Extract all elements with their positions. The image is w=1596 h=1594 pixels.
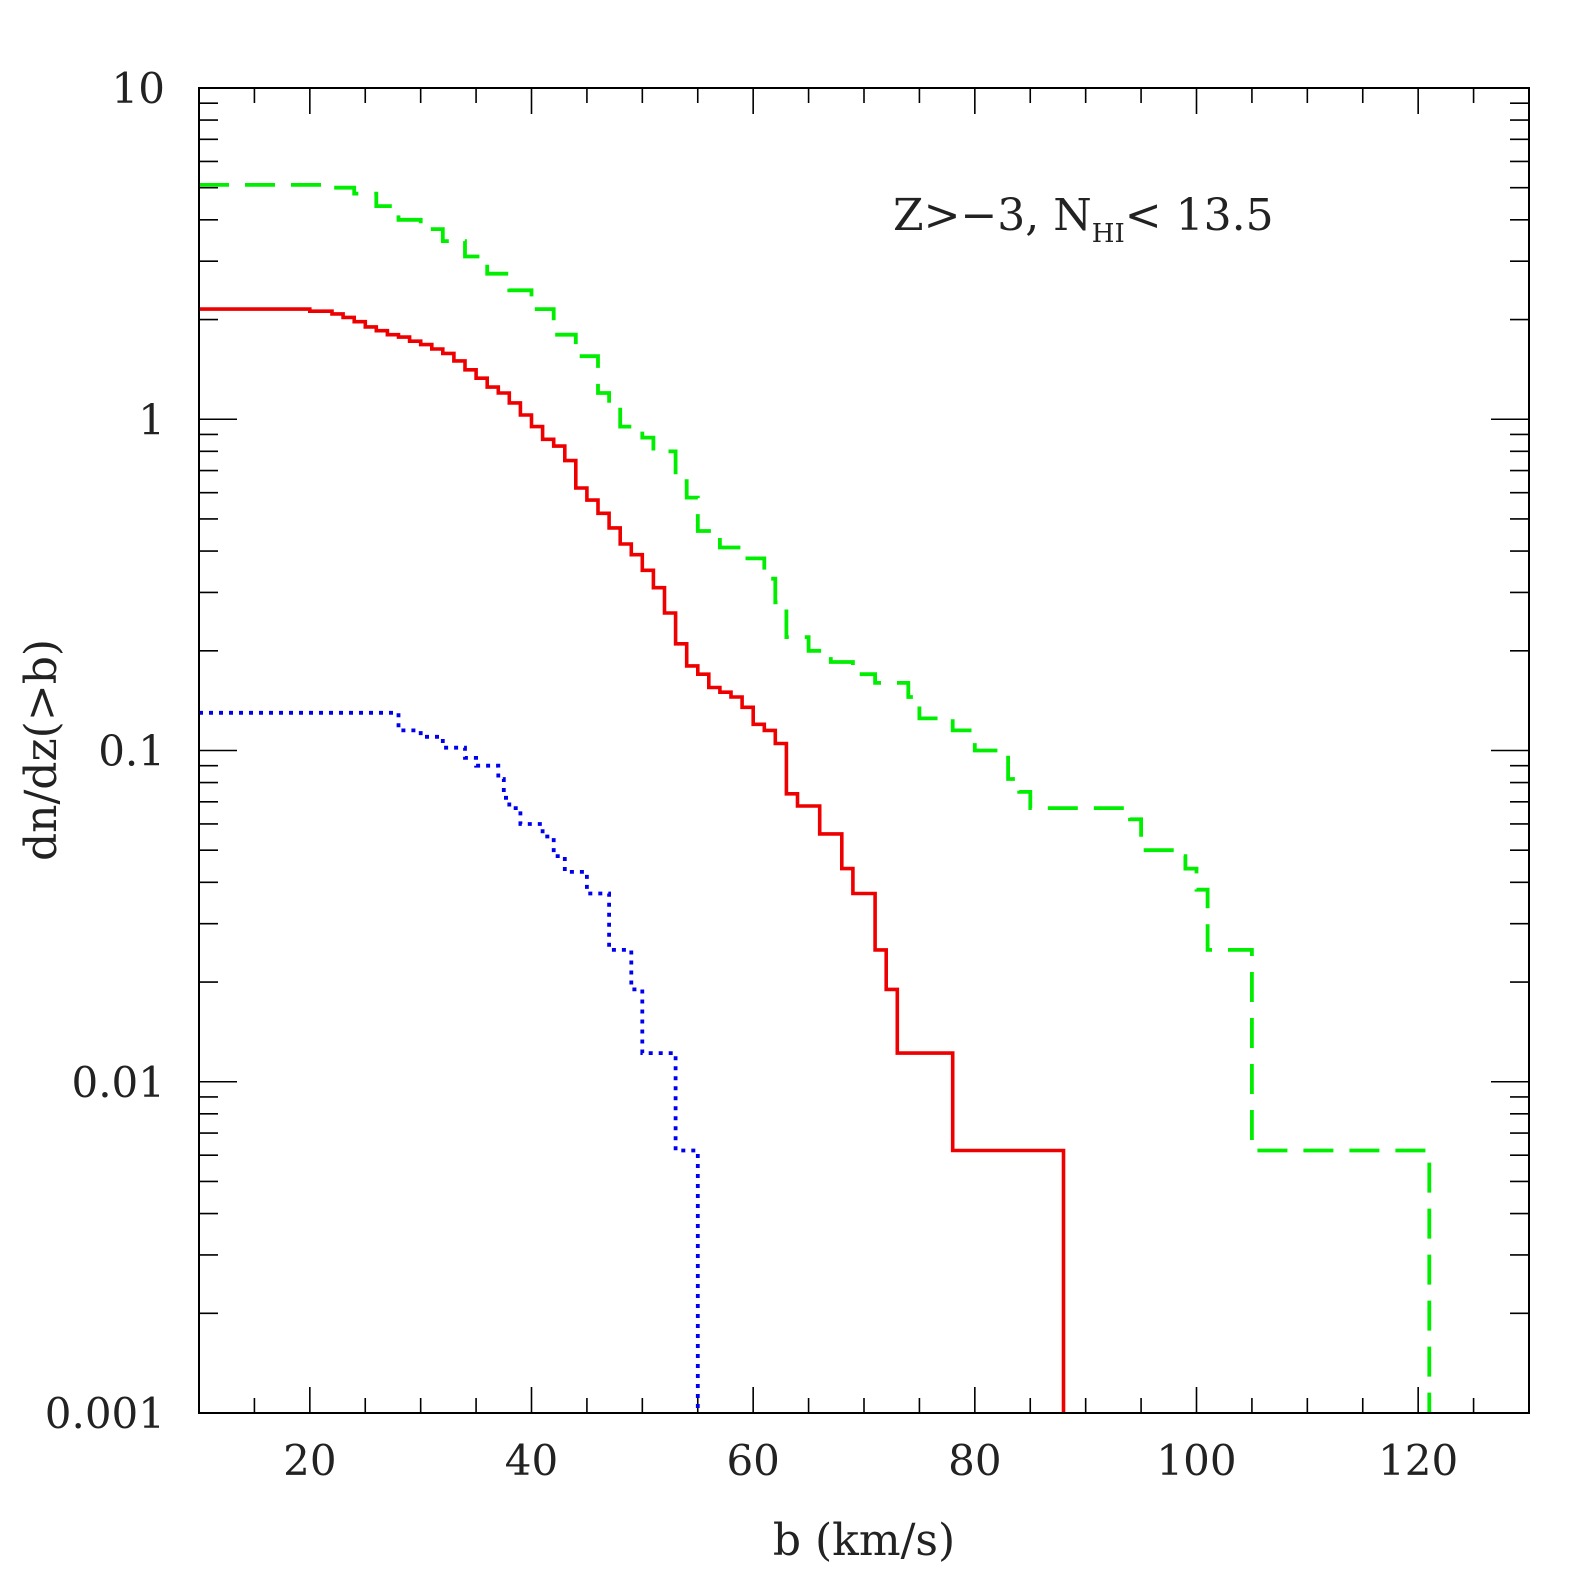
series-line-dotted (199, 710, 700, 1413)
annotation: Z>−3, NHI< 13.5 (893, 190, 1274, 249)
x-axis-title: b (km/s) (773, 1515, 955, 1566)
annotation-subscript: HI (1092, 219, 1125, 249)
y-tick-label: 0.001 (45, 1389, 165, 1438)
x-tick-label: 60 (726, 1436, 779, 1485)
annotation-main: Z>−3, N (893, 190, 1092, 241)
x-tick-label: 20 (283, 1436, 336, 1485)
y-tick-labels: 0.001 0.01 0.1 1 10 (45, 64, 165, 1438)
y-tick-label: 0.1 (98, 727, 165, 776)
minor-ticks (199, 88, 1529, 1413)
x-tick-labels: 20 40 60 80 100 120 (283, 1436, 1458, 1485)
major-ticks (199, 88, 1529, 1413)
series-line-solid (199, 307, 1066, 1413)
y-tick-label: 1 (138, 395, 165, 444)
y-tick-label: 10 (112, 64, 165, 113)
series-layer (199, 183, 1432, 1413)
x-tick-label: 40 (505, 1436, 558, 1485)
x-tick-label: 80 (948, 1436, 1001, 1485)
y-axis-title: dn/dz(>b) (16, 639, 67, 861)
series-line-dashed (199, 183, 1432, 1413)
x-tick-label: 100 (1156, 1436, 1236, 1485)
y-tick-label: 0.01 (71, 1058, 165, 1107)
x-tick-label: 120 (1378, 1436, 1458, 1485)
plot-frame (198, 87, 1530, 1414)
annotation-tail: < 13.5 (1125, 190, 1274, 241)
